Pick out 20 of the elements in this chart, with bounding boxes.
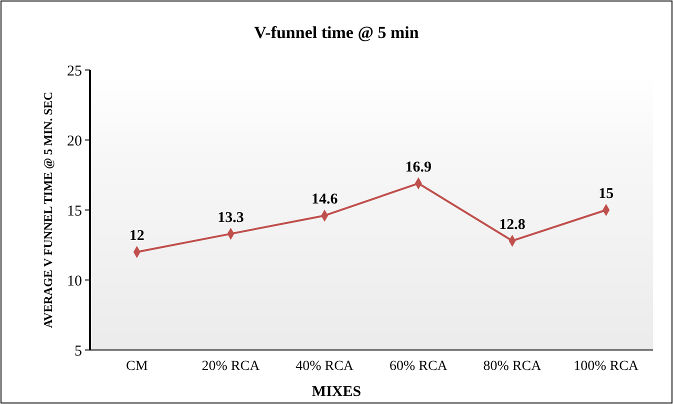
y-tick-label: 15 [67,203,82,220]
data-label: 16.9 [405,159,432,176]
data-label: 14.6 [311,192,338,208]
y-tick-label: 20 [67,133,82,150]
y-tick-label: 5 [74,343,82,360]
x-tick-label: 60% RCA [389,359,448,374]
chart-title: V-funnel time @ 5 min [254,23,420,42]
x-tick-label: CM [126,359,148,374]
y-axis-title: AVERAGE V FUNNEL TIME @ 5 MIN. SEC [41,92,55,328]
x-axis-title: MIXES [312,384,362,400]
data-label: 15 [598,186,614,202]
y-tick-label: 10 [67,273,82,290]
data-label: 12 [129,228,144,244]
x-tick-label: 40% RCA [296,359,354,374]
x-tick-label: 20% RCA [202,359,261,374]
x-tick-label: 100% RCA [574,359,640,374]
data-label: 12.8 [499,216,526,233]
y-tick-label: 25 [67,63,82,80]
x-tick-label: 80% RCA [483,359,542,374]
data-label: 13.3 [218,210,244,226]
